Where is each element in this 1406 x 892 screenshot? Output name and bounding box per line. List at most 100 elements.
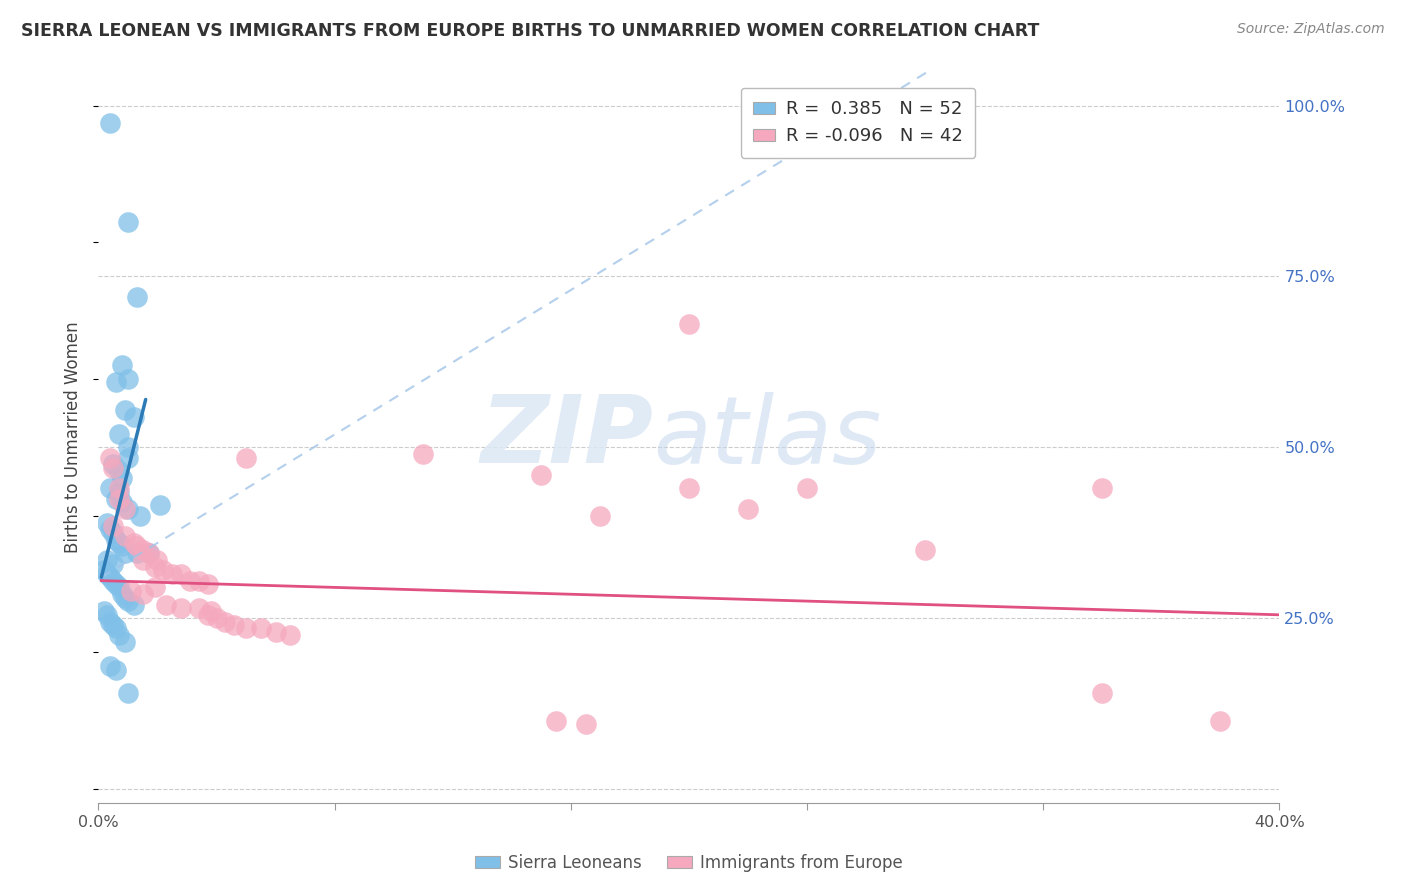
Point [114, 546, 136, 560]
Point [96, 566, 118, 581]
Point [117, 215, 139, 229]
Point [111, 495, 134, 509]
Point [108, 581, 131, 595]
Point [155, 598, 177, 612]
Point [152, 563, 174, 577]
Point [98, 570, 121, 584]
Point [122, 598, 145, 612]
Point [125, 546, 148, 560]
Point [98, 615, 121, 629]
Point [98, 481, 121, 495]
Point [114, 402, 136, 417]
Point [105, 622, 128, 636]
Point [117, 686, 139, 700]
Point [132, 553, 155, 567]
Point [96, 607, 118, 622]
Point [103, 458, 125, 472]
Point [98, 450, 121, 465]
Point [117, 594, 139, 608]
Point [546, 714, 568, 728]
Point [96, 553, 118, 567]
Point [103, 618, 125, 632]
Text: ZIP: ZIP [481, 391, 654, 483]
Legend: Sierra Leoneans, Immigrants from Europe: Sierra Leoneans, Immigrants from Europe [468, 847, 910, 879]
Point [170, 601, 193, 615]
Point [125, 290, 148, 304]
Point [530, 467, 553, 482]
Point [96, 516, 118, 530]
Point [143, 560, 166, 574]
Point [111, 540, 134, 554]
Point [125, 540, 148, 554]
Point [250, 622, 273, 636]
Point [132, 542, 155, 557]
Point [105, 533, 128, 547]
Point [214, 615, 236, 629]
Point [108, 426, 131, 441]
Point [103, 525, 125, 540]
Point [235, 450, 257, 465]
Point [737, 501, 759, 516]
Point [98, 659, 121, 673]
Point [108, 481, 131, 495]
Point [122, 536, 145, 550]
Point [224, 618, 246, 632]
Point [1091, 686, 1114, 700]
Point [678, 481, 700, 495]
Point [412, 447, 434, 461]
Point [143, 581, 166, 595]
Point [117, 501, 139, 516]
Point [111, 587, 134, 601]
Point [114, 529, 136, 543]
Point [108, 464, 131, 478]
Point [796, 481, 818, 495]
Point [132, 587, 155, 601]
Point [589, 508, 612, 523]
Point [162, 566, 183, 581]
Point [278, 628, 302, 642]
Point [200, 604, 222, 618]
Point [187, 574, 209, 588]
Text: Source: ZipAtlas.com: Source: ZipAtlas.com [1237, 22, 1385, 37]
Text: SIERRA LEONEAN VS IMMIGRANTS FROM EUROPE BIRTHS TO UNMARRIED WOMEN CORRELATION C: SIERRA LEONEAN VS IMMIGRANTS FROM EUROPE… [21, 22, 1039, 40]
Point [197, 577, 219, 591]
Point [114, 501, 136, 516]
Point [108, 536, 131, 550]
Point [103, 519, 125, 533]
Point [103, 574, 125, 588]
Point [122, 409, 145, 424]
Point [170, 566, 193, 581]
Point [114, 591, 136, 605]
Point [93, 563, 115, 577]
Point [114, 635, 136, 649]
Point [105, 577, 128, 591]
Point [179, 574, 201, 588]
Point [93, 604, 115, 618]
Point [235, 622, 257, 636]
Point [205, 611, 228, 625]
Point [105, 376, 128, 390]
Text: atlas: atlas [654, 392, 882, 483]
Point [149, 499, 172, 513]
Point [98, 115, 121, 129]
Point [146, 553, 169, 567]
Point [111, 471, 134, 485]
Y-axis label: Births to Unmarried Women: Births to Unmarried Women [65, 321, 83, 553]
Point [1091, 481, 1114, 495]
Point [117, 450, 139, 465]
Point [111, 359, 134, 373]
Point [1209, 714, 1232, 728]
Point [108, 491, 131, 506]
Point [98, 522, 121, 536]
Point [108, 484, 131, 499]
Point [914, 542, 936, 557]
Point [105, 491, 128, 506]
Point [138, 546, 160, 560]
Point [120, 583, 142, 598]
Point [117, 440, 139, 454]
Point [678, 318, 700, 332]
Point [187, 601, 209, 615]
Point [264, 624, 287, 639]
Point [108, 628, 131, 642]
Point [197, 607, 219, 622]
